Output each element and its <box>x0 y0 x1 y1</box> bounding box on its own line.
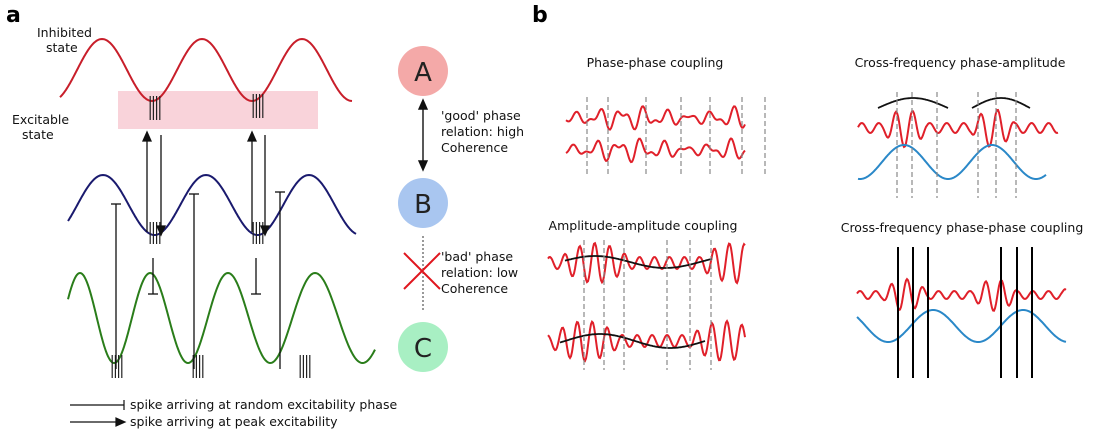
excitable-label-line2: state <box>22 127 54 142</box>
inhibited-label-line1: Inhibited <box>37 25 92 40</box>
good-text-1: 'good' phase <box>441 108 521 123</box>
panel-b-letter: b <box>532 3 548 28</box>
svg-text:C: C <box>414 334 432 364</box>
wave-b <box>67 173 357 236</box>
wave-c <box>67 271 376 365</box>
signal-trace <box>547 319 746 363</box>
excitable-label-line1: Excitable <box>12 112 69 127</box>
legend-icons <box>70 400 127 427</box>
title-amp-amp: Amplitude-amplitude coupling <box>549 218 738 233</box>
signal-trace <box>547 241 746 285</box>
title-cf-phase-phase: Cross-frequency phase-phase coupling <box>841 220 1084 235</box>
slow-oscillation <box>856 309 1067 343</box>
inhibited-label-line2: state <box>46 40 78 55</box>
amplitude-envelope <box>564 255 713 269</box>
svg-text:A: A <box>414 58 432 88</box>
amplitude-envelope <box>877 97 949 109</box>
good-text-3: Coherence <box>441 140 508 155</box>
amplitude-envelope <box>971 97 1031 109</box>
node-a: A <box>398 46 448 96</box>
bad-text-1: 'bad' phase <box>441 249 513 264</box>
legend-peak: spike arriving at peak excitability <box>130 414 338 429</box>
slow-oscillation <box>857 144 1047 180</box>
inhibited-wave-a <box>59 37 353 103</box>
amplitude-envelope <box>559 333 706 349</box>
excitable-band <box>118 91 318 129</box>
panel-a-letter: a <box>6 3 21 28</box>
random-phase-spike-lines <box>111 191 285 369</box>
coupling-illustrations <box>547 92 1067 378</box>
node-b: B <box>398 178 448 228</box>
peak-arrows <box>141 130 271 237</box>
legend-random: spike arriving at random excitability ph… <box>130 397 397 412</box>
title-cf-phase-amp: Cross-frequency phase-amplitude <box>855 55 1066 70</box>
cross-icon <box>403 252 441 290</box>
signal-trace <box>565 137 746 164</box>
bad-text-3: Coherence <box>441 281 508 296</box>
node-c: C <box>398 322 448 372</box>
signal-trace <box>856 277 1067 312</box>
bad-text-2: relation: low <box>441 265 518 280</box>
coherence-double-arrow <box>417 98 429 172</box>
title-phase-phase: Phase-phase coupling <box>587 55 724 70</box>
signal-trace <box>565 105 746 131</box>
signal-trace <box>857 108 1059 149</box>
good-text-2: relation: high <box>441 124 524 139</box>
svg-text:B: B <box>414 190 432 220</box>
